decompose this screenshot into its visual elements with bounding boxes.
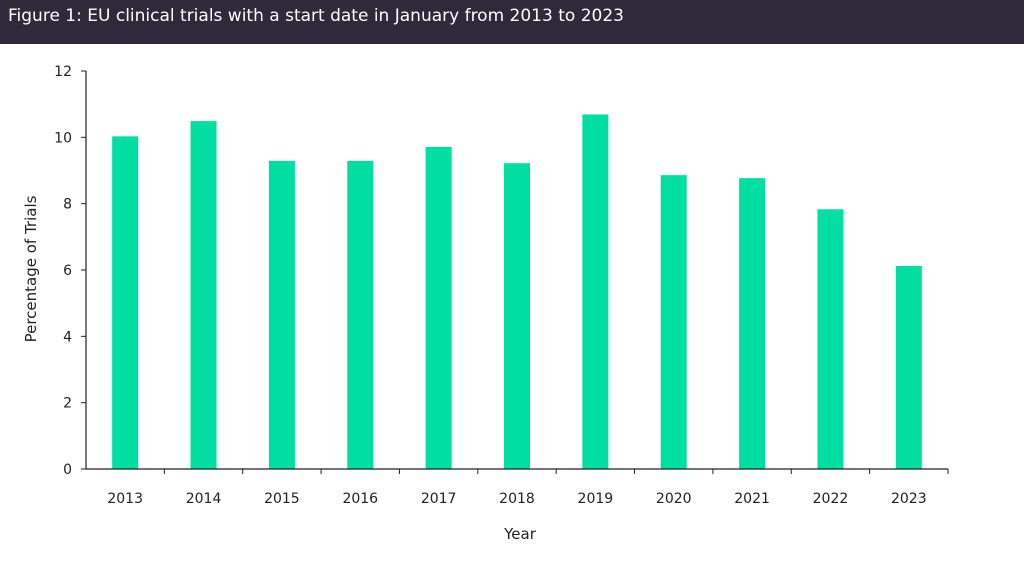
y-tick-label: 6 — [63, 263, 72, 279]
figure-title: Figure 1: EU clinical trials with a star… — [0, 0, 1024, 44]
bar-2014 — [190, 121, 217, 469]
x-tick-label: 2015 — [264, 491, 300, 507]
y-tick-label: 12 — [54, 64, 72, 80]
bar-2018 — [504, 163, 530, 469]
bar-chart: 2013 2014 2015 2016 2017 2018 2019 2020 2021 2022… — [22, 64, 949, 543]
y-tick-label: 10 — [54, 130, 72, 146]
x-axis-label: Year — [503, 525, 537, 543]
x-tick-label: 2019 — [578, 491, 614, 507]
bar-2015 — [268, 160, 295, 470]
x-tick-label: 2017 — [421, 491, 457, 507]
bar-2017 — [425, 146, 452, 469]
bar-2013 — [112, 136, 139, 470]
y-tick-label: 0 — [63, 462, 72, 478]
y-axis-label: Percentage of Trials — [22, 195, 40, 342]
x-tick-label: 2014 — [186, 491, 222, 507]
bar-2021 — [739, 178, 766, 469]
bar-2023 — [895, 266, 922, 469]
y-tick-label: 2 — [63, 396, 72, 412]
x-tick-label: 2023 — [891, 491, 927, 507]
bar-2020 — [660, 175, 687, 470]
x-tick-label: 2013 — [107, 491, 143, 507]
x-tick-label: 2016 — [342, 491, 378, 507]
bar-2022 — [817, 209, 844, 469]
y-tick-label: 4 — [63, 329, 72, 345]
x-tick-label: 2021 — [734, 491, 770, 507]
x-tick-label: 2020 — [656, 491, 692, 507]
bar-2019 — [582, 114, 609, 469]
x-tick-label: 2018 — [499, 491, 535, 507]
x-tick-label: 2022 — [813, 491, 849, 507]
y-tick-label: 8 — [63, 197, 72, 213]
bar-2016 — [347, 160, 374, 470]
